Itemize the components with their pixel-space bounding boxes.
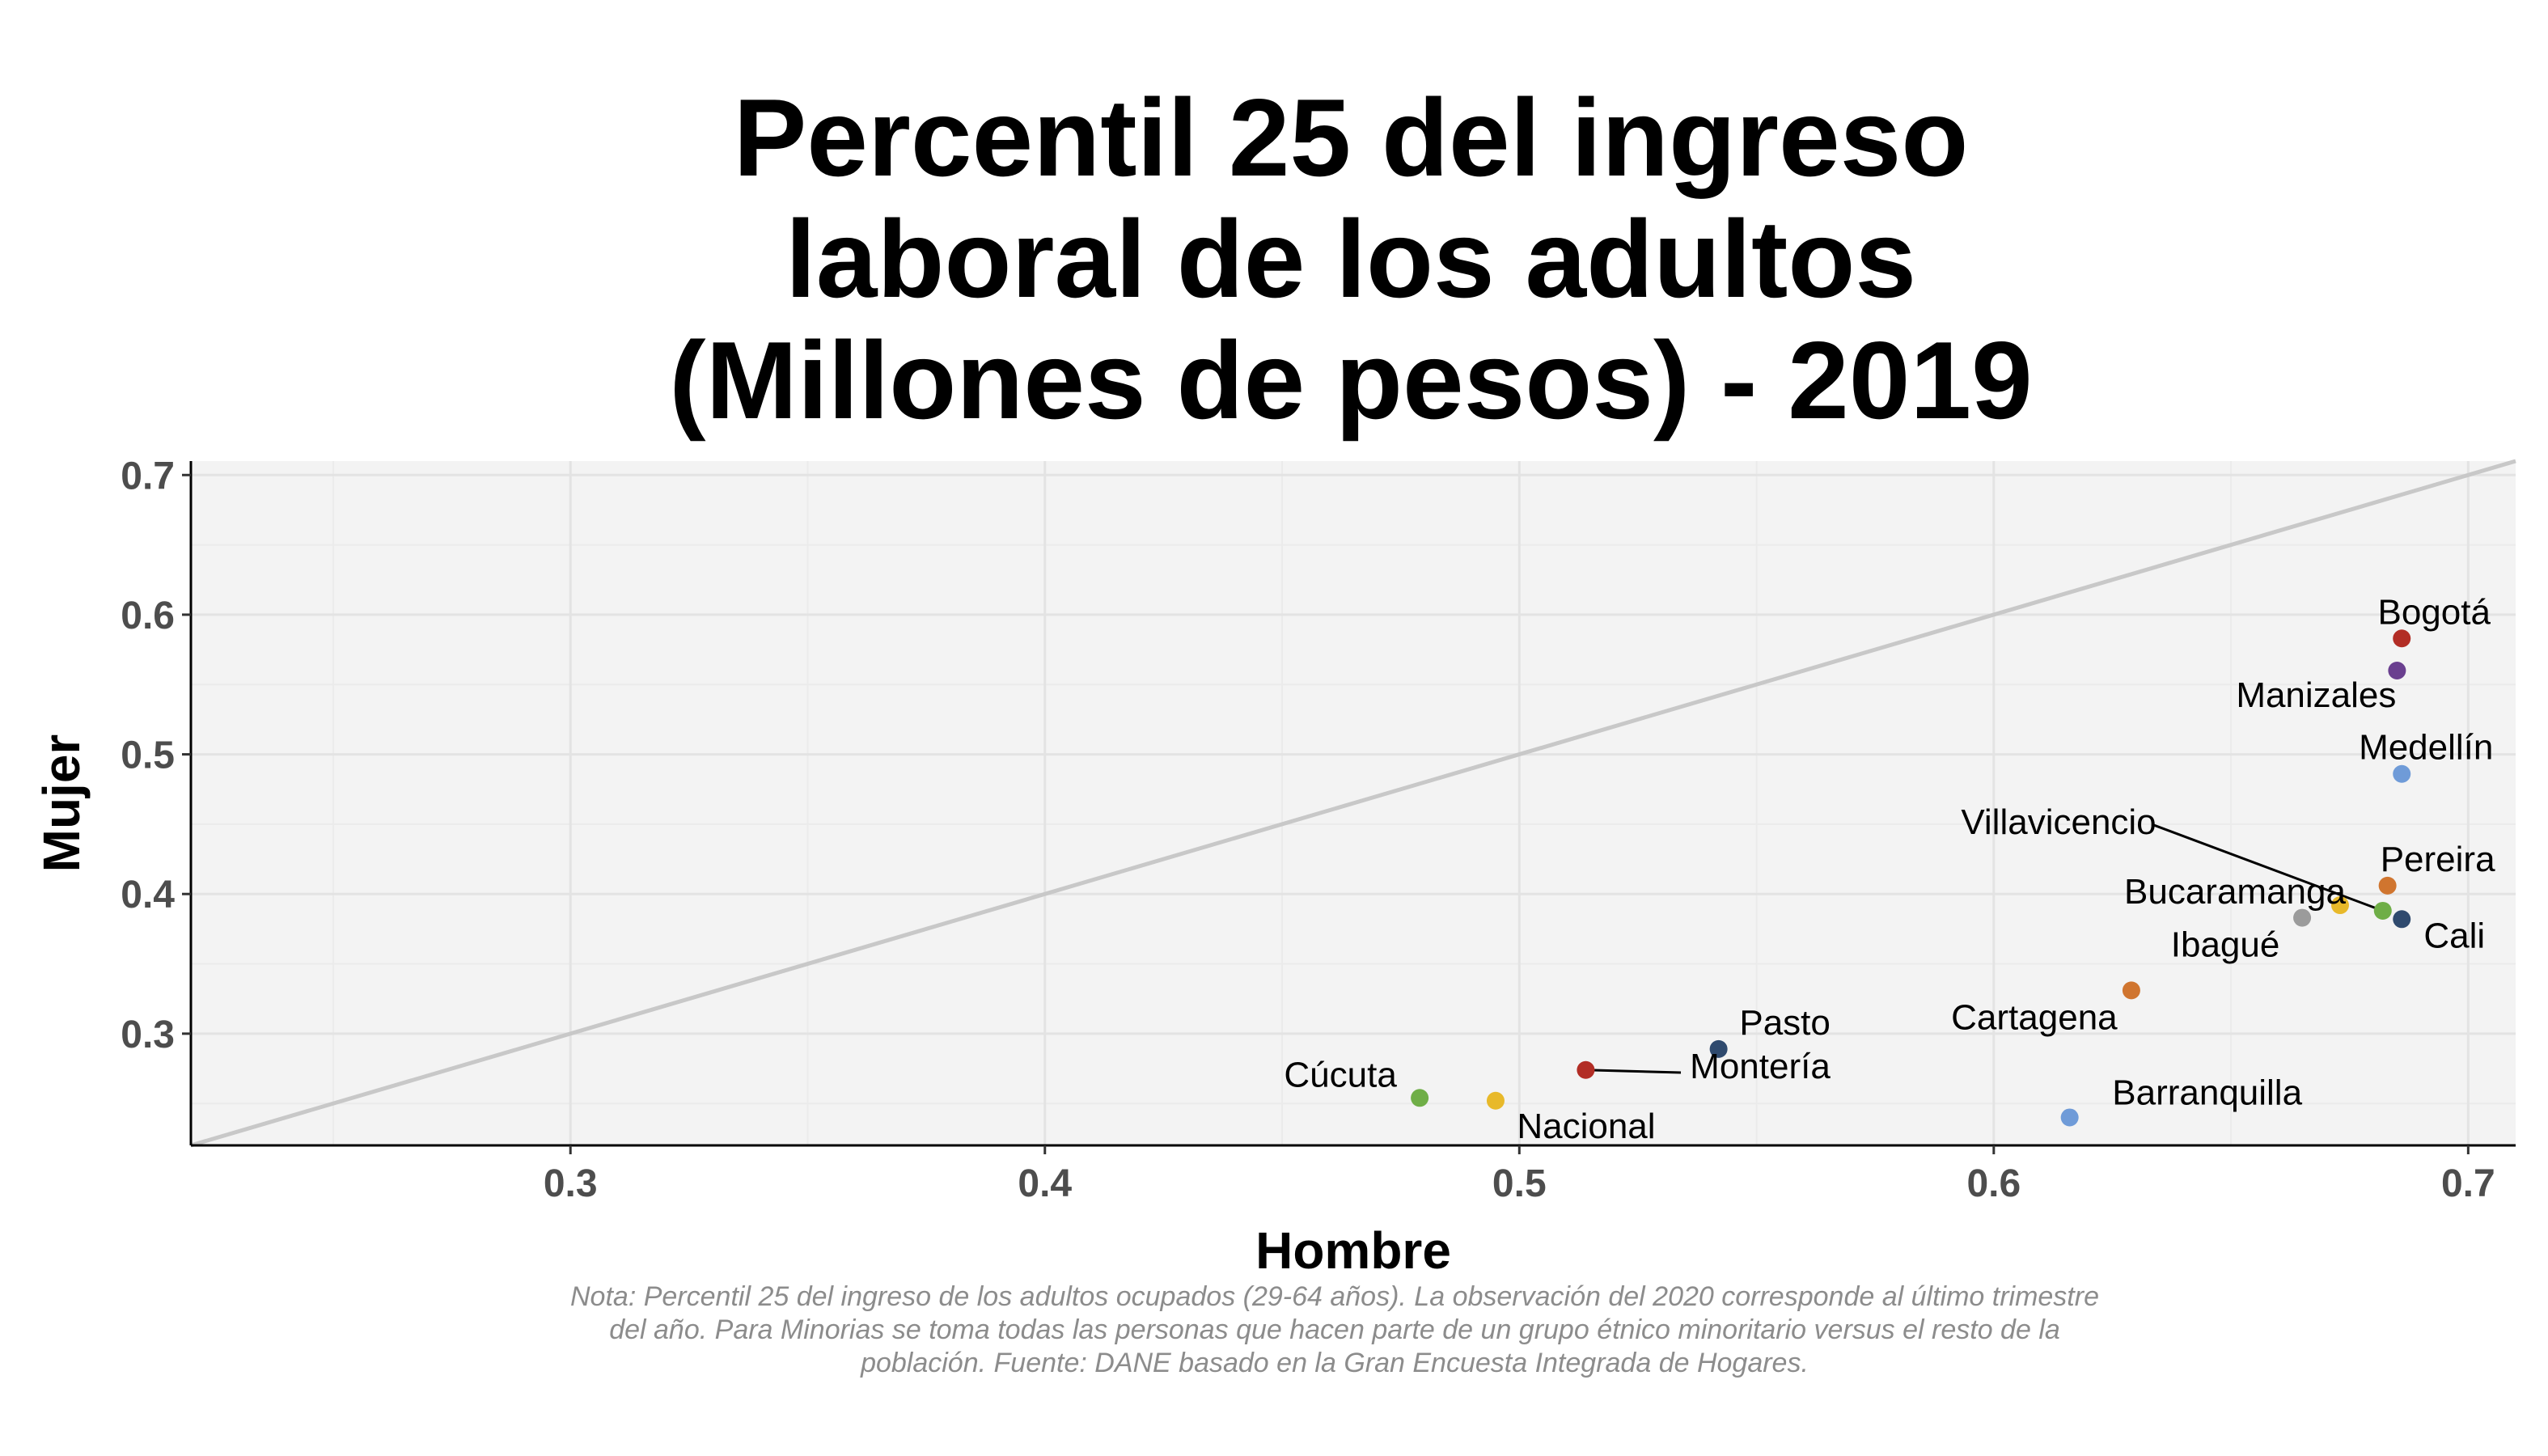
data-point — [2393, 764, 2411, 783]
y-tick-label: 0.7 — [121, 455, 175, 497]
x-tick-label: 0.7 — [2441, 1162, 2495, 1205]
data-point — [2373, 901, 2392, 920]
grid-lines — [191, 461, 2516, 1145]
data-point — [2293, 908, 2312, 927]
chart-title-line-2: laboral de los adultos — [785, 197, 1917, 320]
y-tick-label: 0.5 — [121, 734, 175, 777]
data-point — [2378, 876, 2397, 895]
data-point — [1577, 1060, 1595, 1079]
y-axis-title: Mujer — [32, 734, 91, 873]
chart-title-line-3: (Millones de pesos) - 2019 — [669, 319, 2033, 442]
y-tick-label: 0.4 — [121, 874, 175, 916]
x-tick-label: 0.3 — [544, 1162, 598, 1205]
data-point — [1411, 1089, 1429, 1107]
x-tick-label: 0.6 — [1966, 1162, 2021, 1205]
leader-lines — [1585, 823, 2384, 1074]
label-leader-line — [2151, 823, 2384, 912]
axis-ticks: 0.3 0.4 0.5 0.6 0.7 0.3 0.4 0.5 0.6 0.7 — [121, 455, 2495, 1205]
data-points — [1411, 629, 2411, 1127]
point-label: Cúcuta — [1284, 1055, 1397, 1094]
chart-title: Percentil 25 del ingreso laboral de los … — [186, 77, 2516, 441]
point-label: Medellín — [2359, 728, 2493, 768]
y-tick-label: 0.6 — [121, 595, 175, 637]
point-label: Barranquilla — [2112, 1073, 2302, 1112]
point-label: Pasto — [1739, 1003, 1831, 1043]
data-point — [1486, 1091, 1505, 1110]
point-label: Cali — [2423, 916, 2485, 955]
point-label: Cartagena — [1951, 997, 2118, 1037]
data-point — [2388, 661, 2406, 679]
label-leader-line — [1585, 1069, 1682, 1074]
point-label: Bogotá — [2377, 592, 2491, 632]
data-point — [2060, 1108, 2079, 1127]
y-tick-label: 0.3 — [121, 1014, 175, 1056]
data-point — [2393, 629, 2411, 648]
point-label: Ibagué — [2171, 925, 2280, 965]
data-point — [2122, 981, 2140, 1000]
x-axis-title: Hombre — [1255, 1221, 1451, 1280]
point-label: Bucaramanga — [2124, 872, 2346, 912]
point-label: Pereira — [2381, 840, 2495, 879]
footnote: Nota: Percentil 25 del ingreso de los ad… — [570, 1281, 2099, 1378]
chart-title-line-1: Percentil 25 del ingreso — [733, 76, 1969, 199]
point-labels: Bogotá Manizales Medellín Pereira Villavicen… — [1284, 592, 2495, 1145]
data-point — [2330, 896, 2349, 915]
x-tick-label: 0.5 — [1492, 1162, 1547, 1205]
data-point — [1709, 1039, 1728, 1058]
data-point — [2393, 910, 2411, 929]
point-label: Villavicencio — [1961, 802, 2156, 842]
point-label: Nacional — [1517, 1107, 1655, 1146]
point-label: Montería — [1690, 1047, 1831, 1086]
x-tick-label: 0.4 — [1018, 1162, 1072, 1205]
point-label: Manizales — [2236, 675, 2396, 715]
reference-line — [190, 459, 2516, 1148]
